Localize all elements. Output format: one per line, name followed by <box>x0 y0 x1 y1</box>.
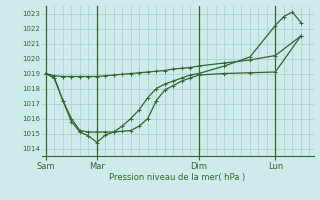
X-axis label: Pression niveau de la mer( hPa ): Pression niveau de la mer( hPa ) <box>109 173 246 182</box>
